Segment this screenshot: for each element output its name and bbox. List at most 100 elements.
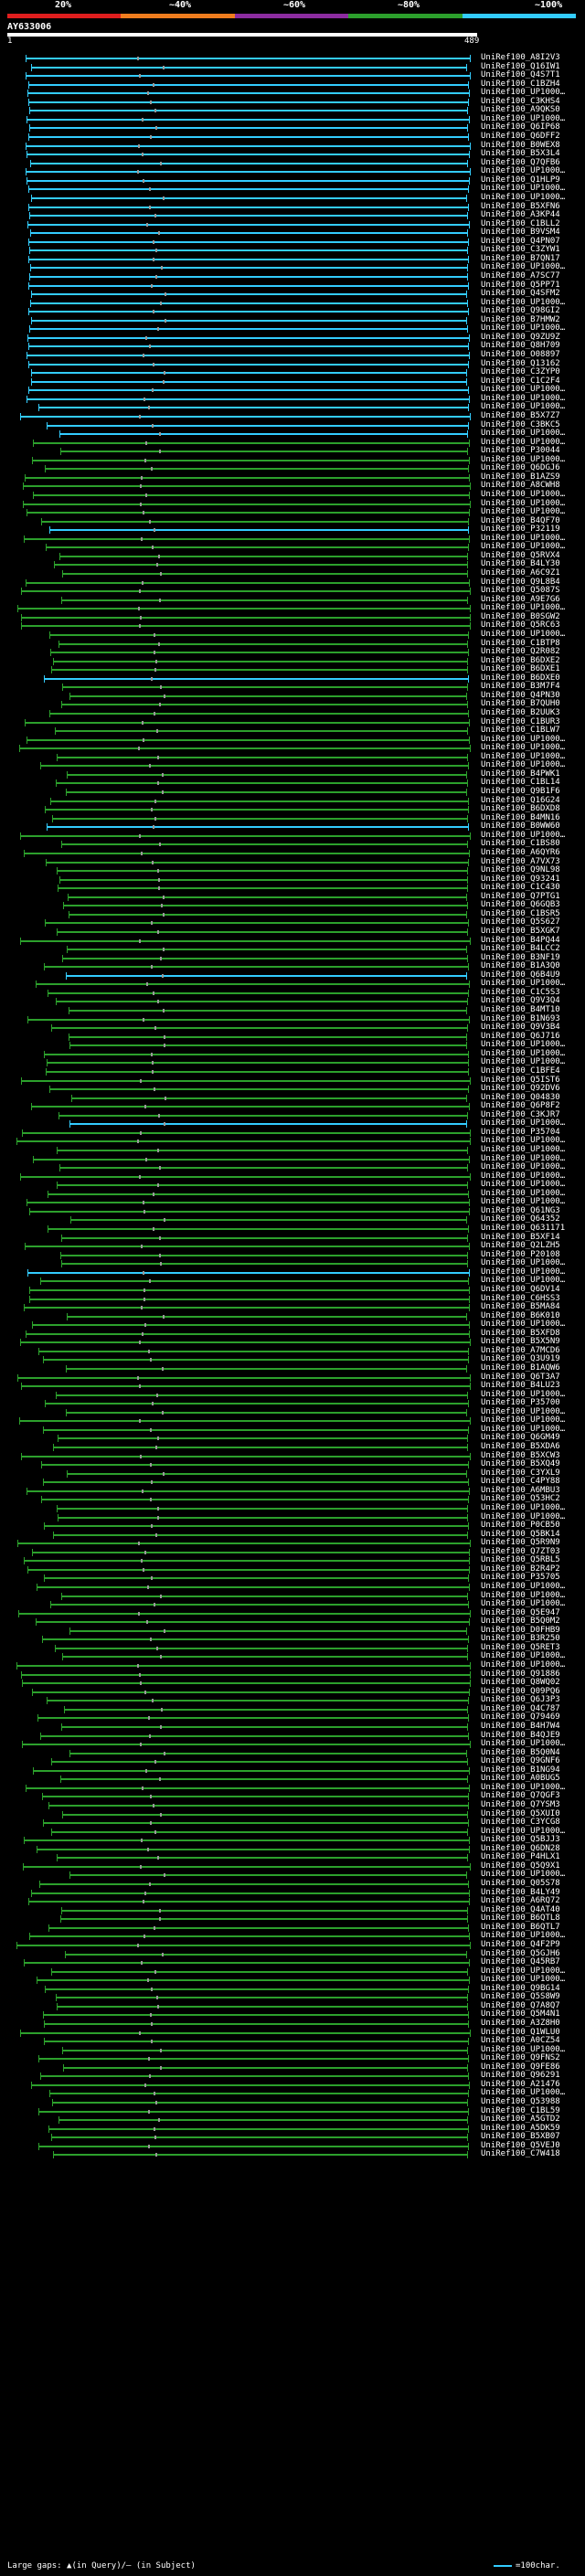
hit-row[interactable]: UniRef100_Q13162 [0,359,585,369]
hit-label[interactable]: UniRef100_UP1000… [481,1188,566,1198]
hit-row[interactable]: UniRef100_Q4PN30 [0,691,585,701]
hit-row[interactable]: UniRef100_UP1000… [0,2088,585,2098]
hit-row[interactable]: UniRef100_UP1000… [0,1197,585,1207]
hit-label[interactable]: UniRef100_Q2LZH5 [481,1241,560,1251]
hit-label[interactable]: UniRef100_UP1000… [481,437,566,447]
hit-row[interactable]: UniRef100_Q8H709 [0,341,585,351]
hit-label[interactable]: UniRef100_Q09PQ6 [481,1686,560,1696]
hit-label[interactable]: UniRef100_UP1000… [481,1966,566,1976]
hit-row[interactable]: UniRef100_UP1000… [0,1180,585,1190]
hit-row[interactable]: UniRef100_UP1000… [0,752,585,762]
hit-label[interactable]: UniRef100_A3Z8H0 [481,2019,560,2028]
hit-row[interactable]: UniRef100_B4LU23 [0,1381,585,1391]
hit-label[interactable]: UniRef100_Q5RET3 [481,1642,560,1652]
hit-row[interactable]: UniRef100_Q6J716 [0,1032,585,1042]
hit-label[interactable]: UniRef100_B5XF14 [481,1232,560,1242]
hit-label[interactable]: UniRef100_Q9B1F6 [481,787,560,797]
hit-label[interactable]: UniRef100_Q1HLP9 [481,175,560,185]
hit-row[interactable]: UniRef100_B7HMW2 [0,315,585,325]
hit-label[interactable]: UniRef100_UP1000… [481,113,566,123]
hit-label[interactable]: UniRef100_B6K010 [481,1310,560,1320]
hit-row[interactable]: UniRef100_P20108 [0,1250,585,1260]
hit-label[interactable]: UniRef100_B6DXE0 [481,673,560,683]
hit-row[interactable]: UniRef100_Q05S78 [0,1879,585,1889]
hit-row[interactable]: UniRef100_UP1000… [0,1966,585,1977]
hit-label[interactable]: UniRef100_B5XQ49 [481,1459,560,1469]
hit-label[interactable]: UniRef100_B4PWK1 [481,769,560,779]
hit-row[interactable]: UniRef100_A6RQ72 [0,1896,585,1906]
hit-label[interactable]: UniRef100_UP1000… [481,603,566,613]
hit-label[interactable]: UniRef100_C1BLL2 [481,218,560,228]
hit-row[interactable]: UniRef100_UP1000… [0,1582,585,1592]
hit-row[interactable]: UniRef100_Q9V3B4 [0,1023,585,1033]
hit-label[interactable]: UniRef100_Q13162 [481,358,560,368]
hit-label[interactable]: UniRef100_UP1000… [481,1931,566,1941]
hit-label[interactable]: UniRef100_Q7YSM3 [481,1800,560,1809]
hit-label[interactable]: UniRef100_UP1000… [481,498,566,508]
hit-label[interactable]: UniRef100_Q5R9N9 [481,1538,560,1548]
hit-row[interactable]: UniRef100_B5Q0N4 [0,1748,585,1758]
hit-label[interactable]: UniRef100_B6QTL8 [481,1913,560,1924]
hit-row[interactable]: UniRef100_Q4S7T1 [0,70,585,80]
hit-row[interactable]: UniRef100_B6K010 [0,1311,585,1321]
hit-label[interactable]: UniRef100_Q79469 [481,1712,560,1723]
hit-label[interactable]: UniRef100_B4LY30 [481,559,560,569]
hit-row[interactable]: UniRef100_C3YCG8 [0,1818,585,1828]
hit-label[interactable]: UniRef100_A6C9Z1 [481,568,560,578]
hit-label[interactable]: UniRef100_UP1000… [481,1153,566,1163]
hit-label[interactable]: UniRef100_P32119 [481,525,560,535]
hit-label[interactable]: UniRef100_Q9FNS2 [481,2053,560,2063]
hit-label[interactable]: UniRef100_A8I2V3 [481,53,560,62]
hit-label[interactable]: UniRef100_Q6J716 [481,1031,560,1041]
hit-row[interactable]: UniRef100_UP1000… [0,1118,585,1129]
hit-row[interactable]: UniRef100_UP1000… [0,507,585,517]
hit-row[interactable]: UniRef100_Q3U919 [0,1354,585,1364]
hit-label[interactable]: UniRef100_UP1000… [481,297,566,307]
hit-label[interactable]: UniRef100_Q5PP71 [481,280,560,290]
hit-row[interactable]: UniRef100_Q6P8F2 [0,1101,585,1111]
hit-row[interactable]: UniRef100_C3ZYP0 [0,367,585,377]
hit-label[interactable]: UniRef100_UP1000… [481,1118,566,1129]
hit-row[interactable]: UniRef100_B0WEX8 [0,141,585,151]
hit-row[interactable]: UniRef100_C1BL59 [0,2106,585,2116]
hit-row[interactable]: UniRef100_B5XDA6 [0,1442,585,1452]
hit-row[interactable]: UniRef100_UP1000… [0,1415,585,1426]
hit-row[interactable]: UniRef100_Q6GM49 [0,1433,585,1443]
hit-label[interactable]: UniRef100_Q2R082 [481,647,560,657]
hit-label[interactable]: UniRef100_P35704 [481,1127,560,1137]
hit-row[interactable]: UniRef100_UP1000… [0,1827,585,1837]
hit-label[interactable]: UniRef100_UP1000… [481,88,566,98]
hit-row[interactable]: UniRef100_A0CZ54 [0,2036,585,2046]
hit-label[interactable]: UniRef100_Q3U919 [481,1354,560,1364]
hit-label[interactable]: UniRef100_Q05S78 [481,1879,560,1889]
hit-row[interactable]: UniRef100_Q5IST6 [0,1076,585,1086]
hit-row[interactable]: UniRef100_B4LCC2 [0,944,585,954]
hit-label[interactable]: UniRef100_B5Q0N4 [481,1747,560,1757]
hit-label[interactable]: UniRef100_A7MCD6 [481,1345,560,1355]
hit-row[interactable]: UniRef100_UP1000… [0,760,585,770]
hit-row[interactable]: UniRef100_Q5S627 [0,917,585,928]
hit-label[interactable]: UniRef100_UP1000… [481,1660,566,1670]
hit-label[interactable]: UniRef100_UP1000… [481,1582,566,1591]
hit-row[interactable]: UniRef100_A7MCD6 [0,1346,585,1356]
hit-label[interactable]: UniRef100_Q5BK14 [481,1529,560,1539]
hit-row[interactable]: UniRef100_B2UUK3 [0,708,585,718]
hit-row[interactable]: UniRef100_Q98GI2 [0,306,585,316]
hit-row[interactable]: UniRef100_UP1000… [0,1136,585,1146]
hit-row[interactable]: UniRef100_B4LY30 [0,559,585,569]
hit-label[interactable]: UniRef100_UP1000… [481,1258,566,1268]
hit-label[interactable]: UniRef100_B6QTL7 [481,1922,560,1932]
hit-label[interactable]: UniRef100_B5X7Z7 [481,410,560,420]
hit-row[interactable]: UniRef100_B4QJE9 [0,1731,585,1741]
hit-row[interactable]: UniRef100_Q7YSM3 [0,1800,585,1810]
hit-row[interactable]: UniRef100_Q7ZT03 [0,1547,585,1557]
hit-label[interactable]: UniRef100_Q9ZU9Z [481,332,560,342]
hit-row[interactable]: UniRef100_Q1WLU0 [0,2028,585,2038]
hit-row[interactable]: UniRef100_Q7A8Q7 [0,2001,585,2011]
hit-label[interactable]: UniRef100_Q8H709 [481,341,560,351]
hit-row[interactable]: UniRef100_UP1000… [0,1407,585,1417]
hit-label[interactable]: UniRef100_UP1000… [481,490,566,499]
hit-label[interactable]: UniRef100_Q91886 [481,1669,560,1679]
hit-label[interactable]: UniRef100_UP1000… [481,1197,566,1207]
hit-label[interactable]: UniRef100_Q631171 [481,1224,566,1234]
